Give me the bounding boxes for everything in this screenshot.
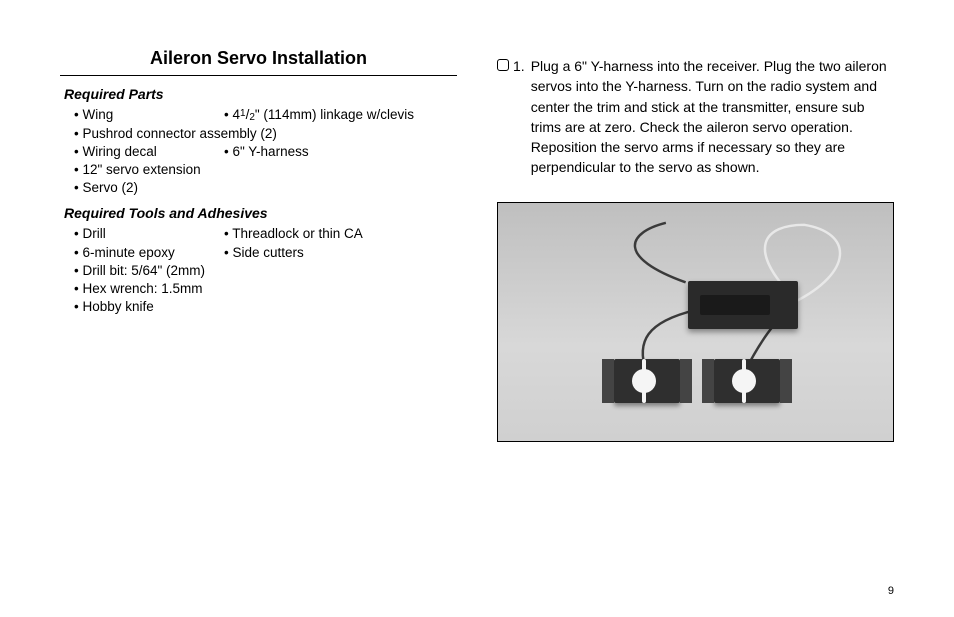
right-column: 1. Plug a 6" Y-harness into the receiver… <box>497 48 894 587</box>
left-column: Aileron Servo Installation Required Part… <box>60 48 457 587</box>
servo-mount-tab <box>780 359 792 403</box>
servo-mount-tab <box>702 359 714 403</box>
step-1: 1. Plug a 6" Y-harness into the receiver… <box>497 56 894 178</box>
subhead-required-tools: Required Tools and Adhesives <box>64 205 457 221</box>
list-item: Servo (2) <box>74 179 457 197</box>
list-item: Pushrod connector assembly (2) <box>74 125 457 143</box>
servo-horn <box>632 369 656 393</box>
section-heading: Aileron Servo Installation <box>60 48 457 69</box>
heading-rule: Aileron Servo Installation <box>60 48 457 76</box>
list-item: Side cutters <box>224 244 457 262</box>
servo-right <box>714 359 780 403</box>
step-1-figure <box>497 202 894 442</box>
list-item: Wing <box>74 106 224 125</box>
page: Aileron Servo Installation Required Part… <box>60 48 894 587</box>
text: 4 <box>232 107 240 122</box>
checkbox-icon <box>497 59 509 71</box>
servo-mount-tab <box>602 359 614 403</box>
list-item: 12" servo extension <box>74 161 457 179</box>
text: " (114mm) linkage w/clevis <box>255 107 414 122</box>
step-marker: 1. <box>497 56 525 178</box>
list-item: Drill bit: 5/64" (2mm) <box>74 262 457 280</box>
step-text: Plug a 6" Y-harness into the receiver. P… <box>531 56 894 178</box>
servo-mount-tab <box>680 359 692 403</box>
page-number: 9 <box>888 585 894 597</box>
tools-list: Drill Threadlock or thin CA 6-minute epo… <box>74 225 457 316</box>
list-item: Hobby knife <box>74 298 457 316</box>
list-item: 6" Y-harness <box>224 143 457 161</box>
fraction-numerator: 1 <box>240 108 246 119</box>
step-number: 1. <box>513 56 525 76</box>
list-item: Drill <box>74 225 224 243</box>
list-item: Hex wrench: 1.5mm <box>74 280 457 298</box>
list-item: Threadlock or thin CA <box>224 225 457 243</box>
parts-list: Wing 41/2" (114mm) linkage w/clevis Push… <box>74 106 457 197</box>
list-item: Wiring decal <box>74 143 224 161</box>
list-item: 6-minute epoxy <box>74 244 224 262</box>
servo-left <box>614 359 680 403</box>
list-item: 41/2" (114mm) linkage w/clevis <box>224 106 457 125</box>
receiver-box <box>688 281 798 329</box>
subhead-required-parts: Required Parts <box>64 86 457 102</box>
wire <box>635 223 686 283</box>
servo-horn <box>732 369 756 393</box>
